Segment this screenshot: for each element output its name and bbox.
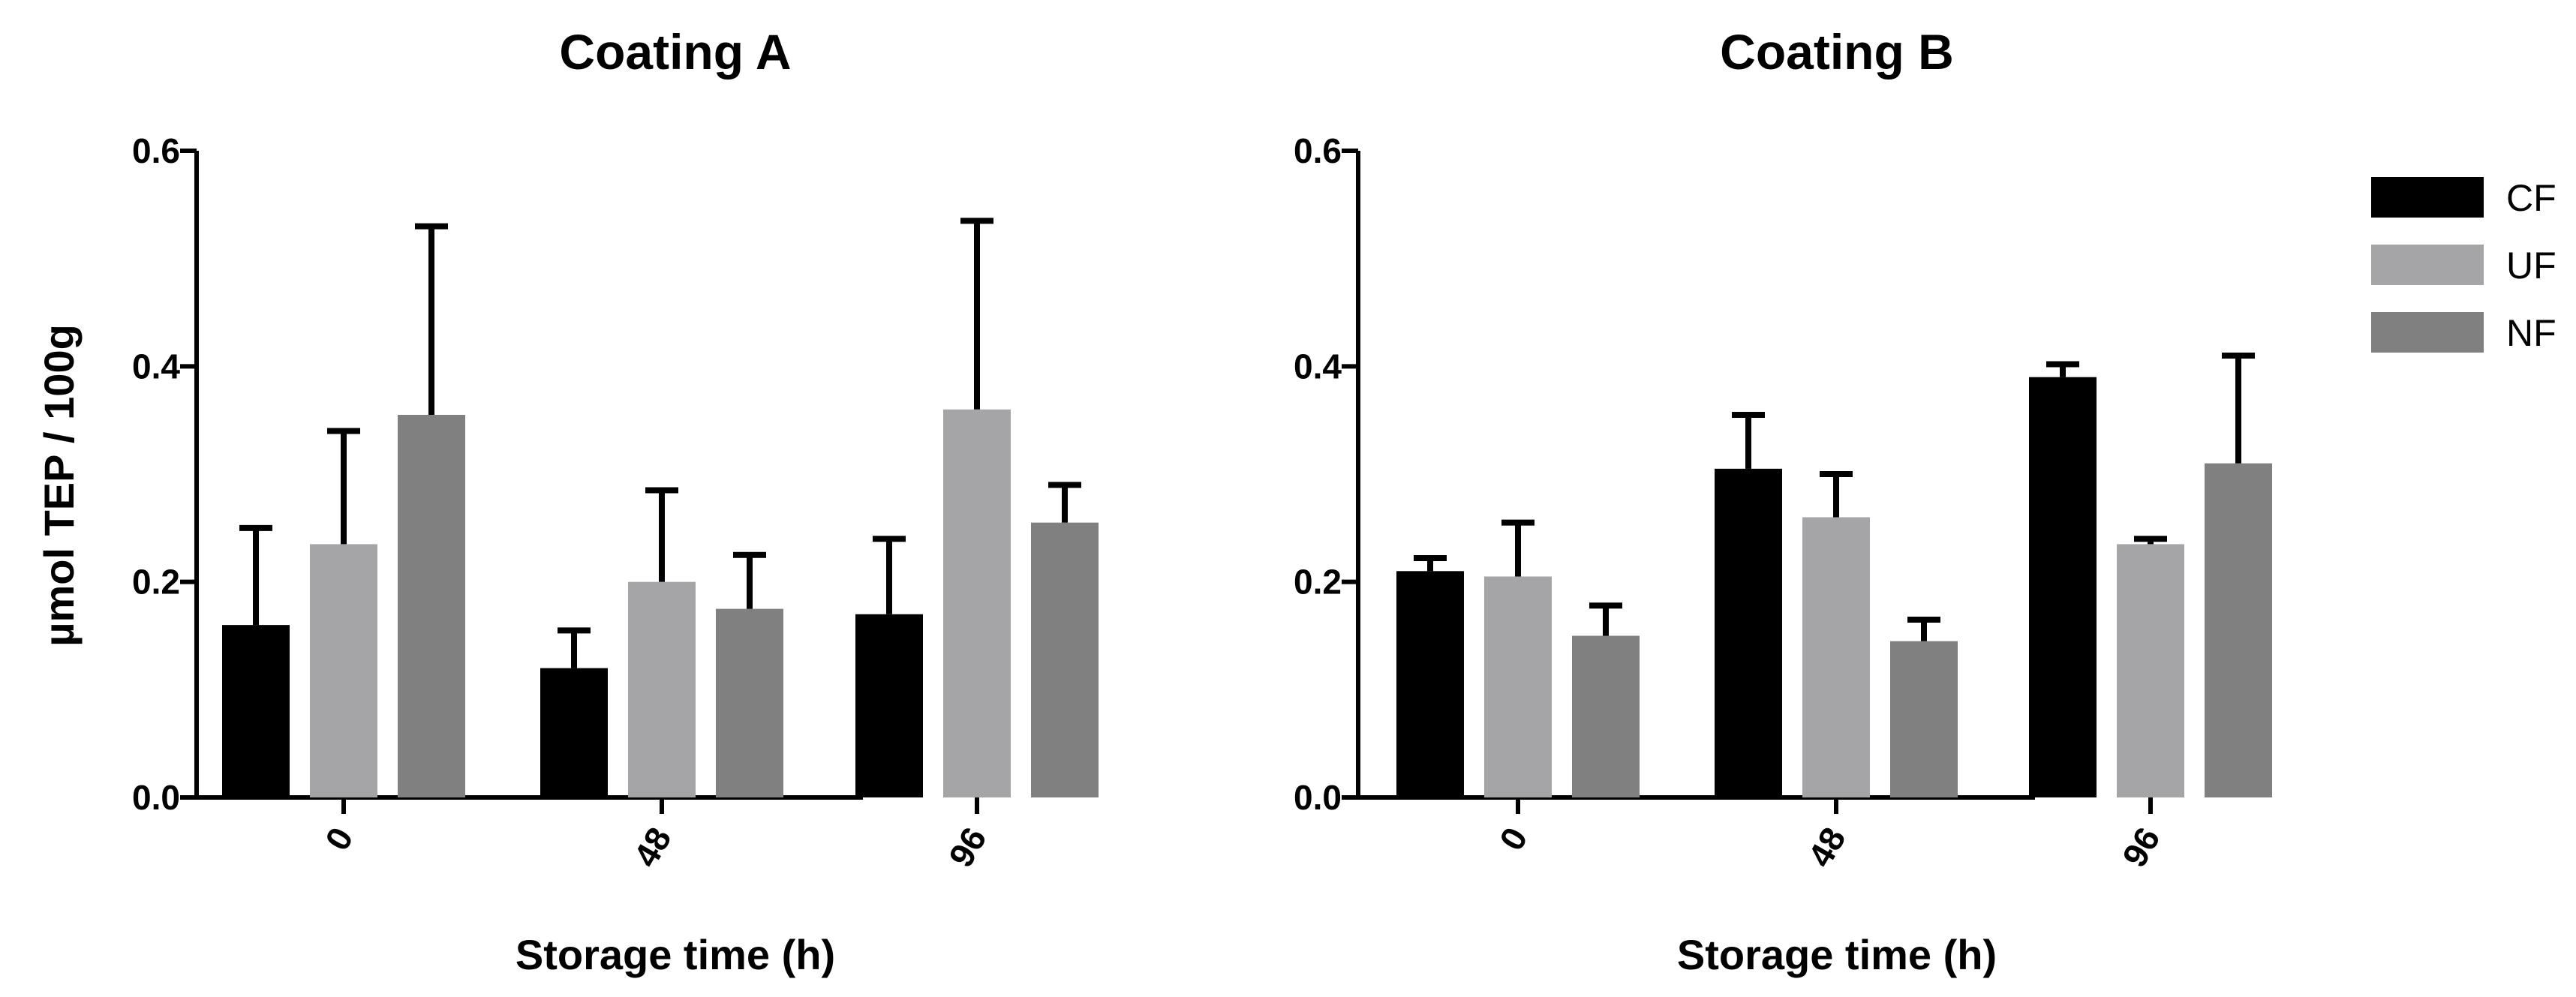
- x-tick-label: 96: [2115, 821, 2168, 873]
- y-tick-label: 0.2: [1294, 563, 1342, 602]
- bar-uf: [1484, 576, 1552, 797]
- x-axis-title: Storage time (h): [516, 931, 835, 978]
- bar-nf: [1890, 641, 1958, 797]
- y-tick-label: 0.0: [132, 778, 180, 817]
- x-tick-label: 0: [1492, 821, 1535, 857]
- bar-uf: [943, 409, 1011, 797]
- y-tick-label: 0.6: [1294, 131, 1342, 170]
- bar-cf: [1715, 468, 1782, 797]
- x-tick-label: 0: [317, 821, 361, 857]
- x-axis-title: Storage time (h): [1677, 931, 1997, 978]
- bar-cf: [1396, 571, 1464, 797]
- bar-cf: [855, 614, 923, 797]
- chart-panel-coating-b: Coating B Storage time (h) 0.00.20.40.60…: [1294, 24, 2272, 978]
- bar-nf: [2205, 463, 2272, 797]
- y-tick-label: 0.4: [132, 347, 180, 386]
- x-tick-label: 48: [1800, 821, 1853, 873]
- plot-area: 0.0 0.2 0.4 0.6 0 48 96: [1294, 131, 2272, 873]
- bar-cf: [2029, 377, 2097, 797]
- bar-uf: [628, 581, 696, 797]
- legend-label-cf: CF: [2506, 177, 2556, 219]
- legend-swatch-cf: [2371, 177, 2484, 218]
- y-tick-label: 0.2: [132, 563, 180, 602]
- y-tick-label: 0.0: [1294, 778, 1342, 817]
- bar-uf: [1802, 517, 1870, 797]
- bar-cf: [540, 668, 608, 797]
- legend-label-uf: UF: [2506, 245, 2556, 287]
- bar-nf: [716, 608, 783, 797]
- x-tick-label: 96: [941, 821, 994, 873]
- chart-panel-coating-a: Coating A µmol TEP / 100g Storage time (…: [35, 24, 1099, 978]
- bar-nf: [398, 414, 465, 797]
- y-tick-label: 0.4: [1294, 347, 1342, 386]
- bar-uf: [2117, 544, 2184, 797]
- legend-swatch-nf: [2371, 312, 2484, 353]
- bar-nf: [1031, 522, 1099, 797]
- legend-swatch-uf: [2371, 245, 2484, 285]
- chart-title: Coating A: [559, 24, 791, 80]
- bar-cf: [222, 625, 290, 797]
- legend: CF UF NF: [2371, 177, 2556, 354]
- chart-title: Coating B: [1720, 24, 1954, 80]
- bar-nf: [1572, 635, 1640, 797]
- y-axis-title: µmol TEP / 100g: [35, 324, 83, 647]
- x-tick-label: 48: [626, 821, 679, 873]
- plot-area: 0.0 0.2 0.4 0.6 0 48 96: [132, 131, 1099, 873]
- bar-uf: [310, 544, 377, 797]
- legend-label-nf: NF: [2506, 312, 2556, 354]
- y-tick-label: 0.6: [132, 131, 180, 170]
